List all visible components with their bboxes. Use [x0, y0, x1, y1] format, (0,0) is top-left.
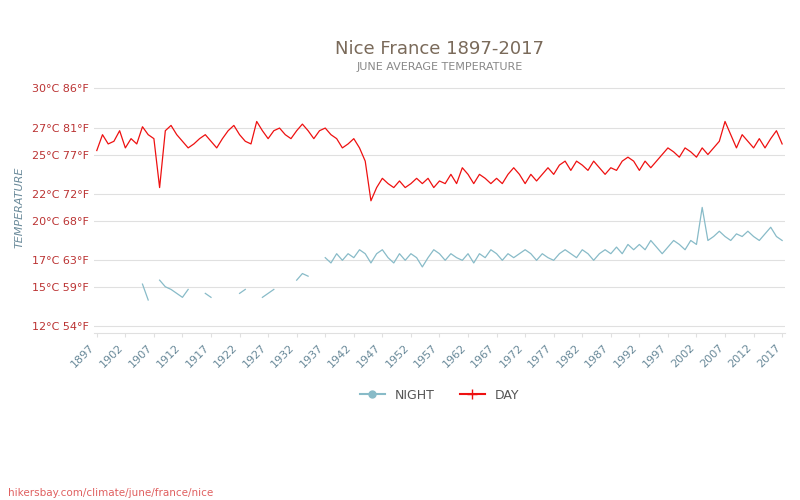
Title: Nice France 1897-2017: Nice France 1897-2017 — [335, 40, 544, 58]
Legend: NIGHT, DAY: NIGHT, DAY — [354, 384, 524, 407]
Text: hikersbay.com/climate/june/france/nice: hikersbay.com/climate/june/france/nice — [8, 488, 214, 498]
Y-axis label: TEMPERATURE: TEMPERATURE — [15, 166, 25, 248]
Text: JUNE AVERAGE TEMPERATURE: JUNE AVERAGE TEMPERATURE — [356, 62, 522, 72]
